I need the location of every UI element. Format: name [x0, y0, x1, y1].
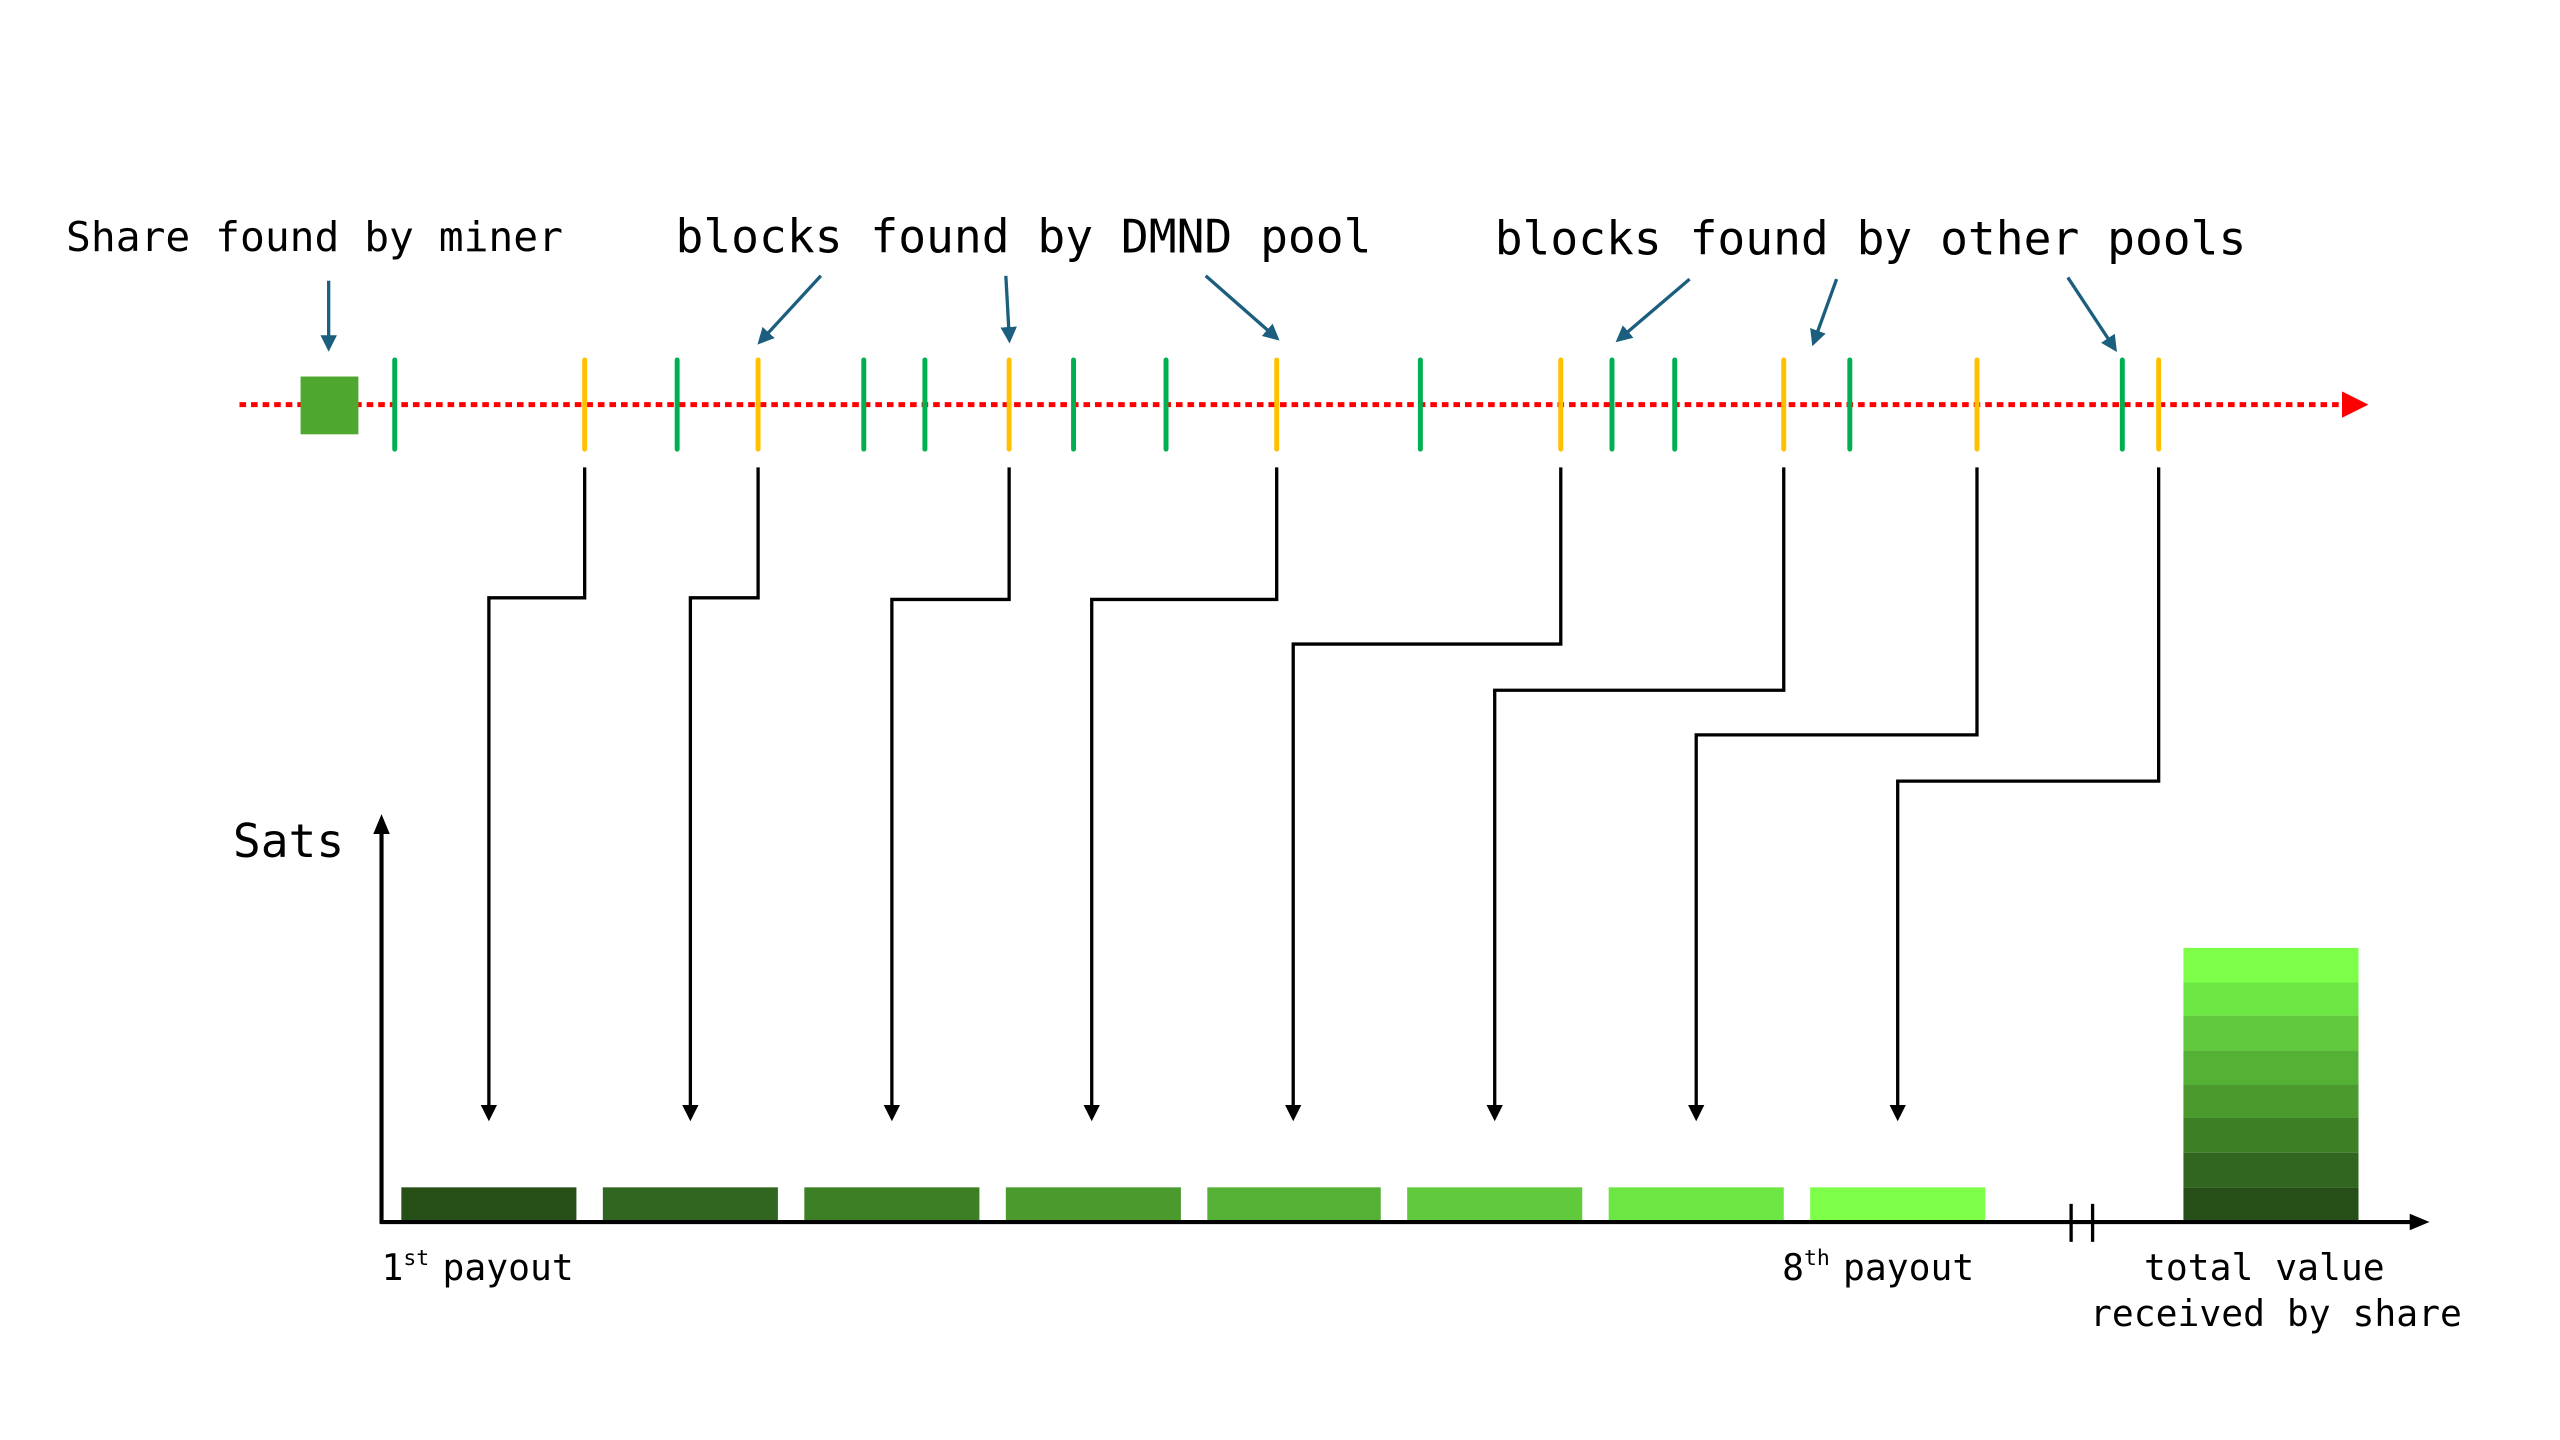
payout-bar-5	[1207, 1187, 1381, 1223]
payout-bar-8	[1810, 1187, 1986, 1223]
x-axis-arrow-icon	[2409, 1213, 2430, 1231]
payout-bar-2	[602, 1187, 778, 1223]
other-blocks-label: blocks found by other pools	[1495, 211, 2247, 265]
connector-2	[682, 467, 760, 1122]
payout-bar-4	[1005, 1187, 1181, 1223]
total-value-label-line1: total value	[2144, 1246, 2385, 1289]
y-axis-label: Sats	[233, 814, 344, 868]
connector-4	[1083, 467, 1279, 1122]
other-arrow-icon	[2066, 276, 2117, 353]
payout-bar-1	[401, 1187, 577, 1223]
dmnd-arrow-icon	[757, 274, 823, 345]
connector-6	[1486, 467, 1786, 1122]
annotation-arrows	[320, 274, 2117, 353]
axis-break-icon	[2069, 1203, 2095, 1242]
payout-bars	[401, 1187, 1986, 1223]
share-found-label: Share found by miner	[66, 213, 563, 261]
dmnd-arrow-icon	[1204, 274, 1280, 341]
payout-connectors	[480, 467, 2161, 1122]
other-pool-block-ticks	[392, 357, 2125, 452]
total-value-bar	[2183, 947, 2359, 1223]
timeline-arrow-icon	[2341, 391, 2369, 418]
dmnd-block-ticks	[582, 357, 2162, 452]
connector-3	[883, 467, 1011, 1122]
last-payout-label: 8th payout	[1782, 1246, 1974, 1289]
dmnd-arrow-icon	[1000, 275, 1017, 344]
share-marker	[300, 376, 359, 435]
first-payout-label: 1st payout	[382, 1246, 574, 1289]
payout-bar-7	[1608, 1187, 1784, 1223]
payout-bar-3	[804, 1187, 980, 1223]
dmnd-blocks-label: blocks found by DMND pool	[676, 210, 1372, 264]
connector-1	[480, 467, 587, 1122]
total-value-label-line2: received by share	[2090, 1292, 2462, 1335]
payout-bar-6	[1407, 1187, 1583, 1223]
other-arrow-icon	[1615, 277, 1691, 343]
connector-7	[1687, 467, 1979, 1122]
other-arrow-icon	[1810, 278, 1839, 347]
y-axis-arrow-icon	[373, 814, 390, 834]
connector-8	[1889, 467, 2161, 1122]
connector-5	[1284, 467, 1563, 1122]
